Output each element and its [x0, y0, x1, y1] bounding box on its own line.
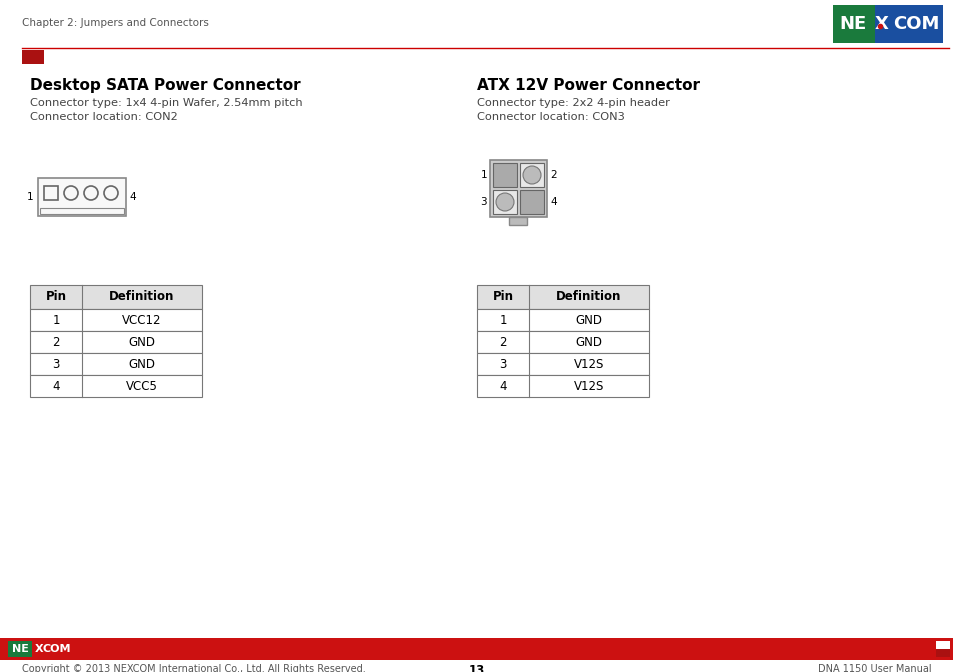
Bar [509, 217, 527, 225]
Text: 3: 3 [52, 358, 60, 370]
Bar [30, 309, 202, 331]
Text: Definition: Definition [556, 290, 621, 304]
Text: 1: 1 [52, 314, 60, 327]
Text: VCC12: VCC12 [122, 314, 162, 327]
Bar [38, 178, 126, 216]
Bar [493, 190, 517, 214]
Text: 4: 4 [498, 380, 506, 392]
Text: 4: 4 [550, 197, 556, 207]
Circle shape [522, 166, 540, 184]
Bar [22, 50, 44, 64]
Bar [30, 353, 202, 375]
Bar [935, 649, 949, 657]
Bar [476, 331, 648, 353]
Text: GND: GND [129, 358, 155, 370]
Text: 13: 13 [468, 664, 485, 672]
Text: Desktop SATA Power Connector: Desktop SATA Power Connector [30, 78, 300, 93]
Bar [519, 163, 543, 187]
Bar [476, 309, 648, 331]
Text: Connector type: 2x2 4-pin header: Connector type: 2x2 4-pin header [476, 98, 669, 108]
Bar [490, 160, 546, 217]
Text: V12S: V12S [573, 380, 603, 392]
Text: Copyright © 2013 NEXCOM International Co., Ltd. All Rights Reserved.: Copyright © 2013 NEXCOM International Co… [22, 664, 365, 672]
Text: 1: 1 [27, 192, 33, 202]
Bar [40, 208, 124, 214]
Bar [30, 375, 202, 397]
Text: DNA 1150 User Manual: DNA 1150 User Manual [818, 664, 931, 672]
Text: GND: GND [575, 314, 602, 327]
Text: COM: COM [43, 644, 71, 654]
Text: Pin: Pin [492, 290, 513, 304]
Text: 3: 3 [498, 358, 506, 370]
Text: COM: COM [892, 15, 939, 33]
Bar [476, 285, 648, 309]
Text: 2: 2 [498, 335, 506, 349]
Text: VCC5: VCC5 [126, 380, 158, 392]
Bar [476, 353, 648, 375]
Bar [30, 331, 202, 353]
Text: GND: GND [575, 335, 602, 349]
Text: Connector location: CON3: Connector location: CON3 [476, 112, 624, 122]
Text: 2: 2 [550, 170, 556, 180]
Bar [8, 641, 31, 657]
Bar [832, 5, 874, 43]
Text: 1: 1 [498, 314, 506, 327]
Bar [519, 190, 543, 214]
Text: 4: 4 [52, 380, 60, 392]
Text: 2: 2 [52, 335, 60, 349]
Bar [44, 186, 58, 200]
Text: V12S: V12S [573, 358, 603, 370]
Text: X: X [874, 15, 888, 33]
Text: NE: NE [838, 15, 865, 33]
Text: Pin: Pin [46, 290, 67, 304]
Text: GND: GND [129, 335, 155, 349]
Text: NE: NE [12, 644, 29, 654]
Bar [0, 638, 953, 660]
Circle shape [496, 193, 514, 211]
Bar [30, 285, 202, 309]
Text: 1: 1 [480, 170, 486, 180]
Text: Definition: Definition [110, 290, 174, 304]
Text: 3: 3 [480, 197, 486, 207]
Text: Chapter 2: Jumpers and Connectors: Chapter 2: Jumpers and Connectors [22, 18, 209, 28]
Bar [935, 641, 949, 657]
Bar [476, 375, 648, 397]
Text: Connector location: CON2: Connector location: CON2 [30, 112, 177, 122]
Text: Connector type: 1x4 4-pin Wafer, 2.54mm pitch: Connector type: 1x4 4-pin Wafer, 2.54mm … [30, 98, 302, 108]
Text: X: X [34, 644, 44, 654]
Text: 4: 4 [129, 192, 135, 202]
Text: ATX 12V Power Connector: ATX 12V Power Connector [476, 78, 700, 93]
Bar [874, 5, 942, 43]
Bar [493, 163, 517, 187]
